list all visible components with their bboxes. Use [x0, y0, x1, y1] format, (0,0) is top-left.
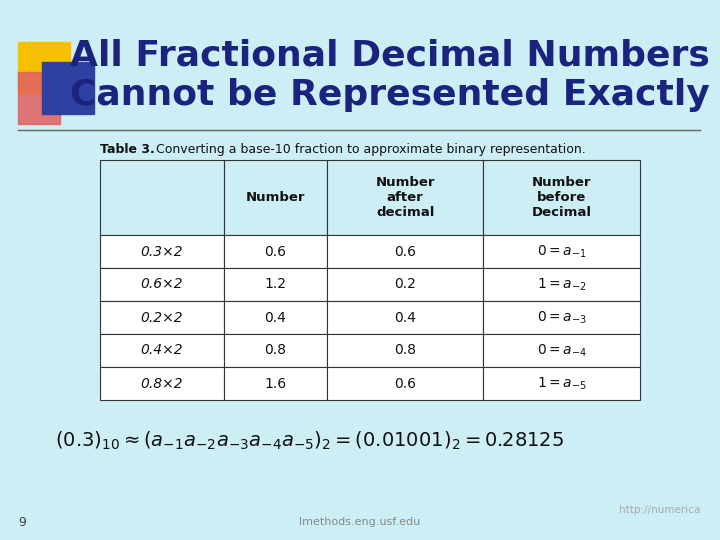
- Text: 0.6: 0.6: [264, 245, 287, 259]
- Bar: [100, 160, 224, 235]
- Text: http://numerica: http://numerica: [618, 505, 700, 515]
- Text: Converting a base-10 fraction to approximate binary representation.: Converting a base-10 fraction to approxi…: [148, 143, 586, 156]
- Text: 0.6×2: 0.6×2: [141, 278, 184, 292]
- Bar: [327, 268, 483, 301]
- Bar: [483, 367, 640, 400]
- Text: 1.6: 1.6: [264, 376, 287, 390]
- Text: 9: 9: [18, 516, 26, 529]
- Text: lmethods.eng.usf.edu: lmethods.eng.usf.edu: [300, 517, 420, 527]
- Bar: [327, 367, 483, 400]
- Bar: [327, 334, 483, 367]
- Bar: [224, 367, 327, 400]
- Bar: [483, 160, 640, 235]
- Bar: [224, 268, 327, 301]
- Text: $0 = a_{-4}$: $0 = a_{-4}$: [536, 342, 587, 359]
- Text: Number
before
Decimal: Number before Decimal: [531, 176, 592, 219]
- Bar: [100, 367, 224, 400]
- Text: Table 3.: Table 3.: [100, 143, 155, 156]
- Bar: [327, 160, 483, 235]
- Bar: [42, 62, 94, 114]
- Text: $1 = a_{-2}$: $1 = a_{-2}$: [537, 276, 587, 293]
- Text: 0.8×2: 0.8×2: [141, 376, 184, 390]
- Bar: [224, 160, 327, 235]
- Text: 0.2×2: 0.2×2: [141, 310, 184, 325]
- Bar: [327, 235, 483, 268]
- Text: 0.8: 0.8: [264, 343, 287, 357]
- Bar: [18, 72, 60, 124]
- Bar: [100, 334, 224, 367]
- Bar: [483, 334, 640, 367]
- Text: All Fractional Decimal Numbers: All Fractional Decimal Numbers: [70, 38, 710, 72]
- Bar: [100, 301, 224, 334]
- Bar: [18, 42, 70, 94]
- Text: 0.6: 0.6: [394, 245, 416, 259]
- Bar: [100, 235, 224, 268]
- Text: $0 = a_{-3}$: $0 = a_{-3}$: [537, 309, 587, 326]
- Text: 0.4×2: 0.4×2: [141, 343, 184, 357]
- Text: 0.6: 0.6: [394, 376, 416, 390]
- Text: 0.8: 0.8: [394, 343, 416, 357]
- Bar: [224, 301, 327, 334]
- Bar: [483, 235, 640, 268]
- Bar: [100, 268, 224, 301]
- Bar: [483, 301, 640, 334]
- Text: 0.2: 0.2: [394, 278, 416, 292]
- Text: Cannot be Represented Exactly: Cannot be Represented Exactly: [70, 78, 710, 112]
- Text: 1.2: 1.2: [264, 278, 287, 292]
- Text: $(0.3)_{10} \approx (a_{-1}a_{-2}a_{-3}a_{-4}a_{-5})_2 = (0.01001)_2 = 0.28125$: $(0.3)_{10} \approx (a_{-1}a_{-2}a_{-3}a…: [55, 430, 564, 453]
- Text: Number
after
decimal: Number after decimal: [375, 176, 435, 219]
- Text: $0 = a_{-1}$: $0 = a_{-1}$: [537, 244, 587, 260]
- Bar: [327, 301, 483, 334]
- Text: 0.3×2: 0.3×2: [141, 245, 184, 259]
- Bar: [224, 334, 327, 367]
- Text: Number: Number: [246, 191, 305, 204]
- Text: 0.4: 0.4: [394, 310, 416, 325]
- Text: $1 = a_{-5}$: $1 = a_{-5}$: [536, 375, 587, 391]
- Bar: [483, 268, 640, 301]
- Text: 0.4: 0.4: [264, 310, 287, 325]
- Bar: [224, 235, 327, 268]
